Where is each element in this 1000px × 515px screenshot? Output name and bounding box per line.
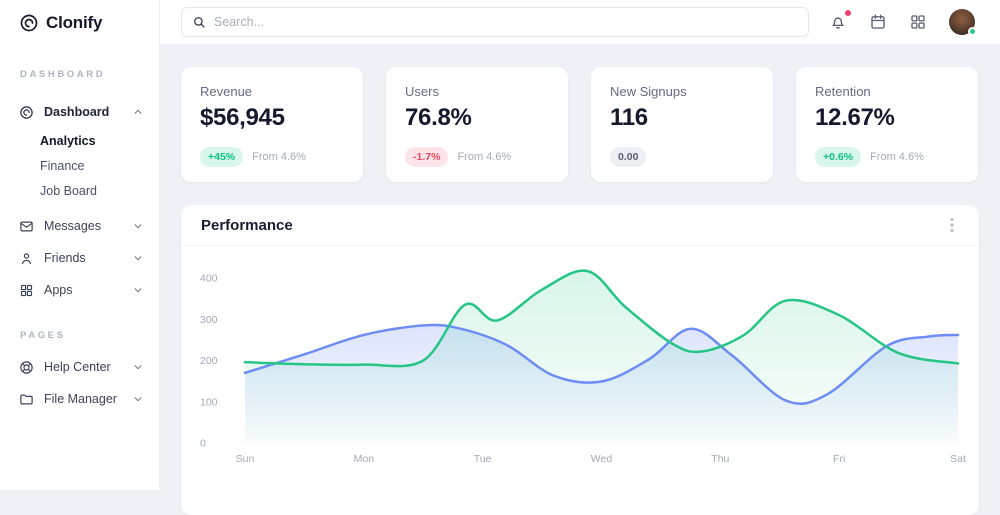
stat-badge: +45%: [200, 147, 243, 167]
mail-icon: [19, 219, 34, 234]
sidebar-item-help-center[interactable]: Help Center: [0, 351, 159, 383]
main-area: Revenue $56,945 +45% From 4.6% Users 76.…: [160, 0, 1000, 490]
svg-text:100: 100: [200, 396, 218, 408]
stat-badge: -1.7%: [405, 147, 448, 167]
sidebar-item-label: Dashboard: [44, 105, 123, 119]
svg-text:Mon: Mon: [354, 453, 375, 465]
stat-value: 12.67%: [815, 104, 959, 132]
svg-text:Wed: Wed: [591, 453, 613, 465]
section-label-pages: PAGES: [20, 330, 159, 341]
calendar-button[interactable]: [869, 13, 887, 31]
svg-text:Sat: Sat: [950, 453, 966, 465]
chevron-down-icon: [133, 394, 143, 404]
sidebar-subitem-job-board[interactable]: Job Board: [0, 178, 159, 203]
topbar: [160, 0, 1000, 45]
performance-title: Performance: [201, 217, 293, 234]
logo-text: Clonify: [46, 13, 102, 33]
performance-chart: 0 100 200 300 400 Sun Mon Tue Wed Thu Fri Sat: [181, 246, 979, 514]
user-icon: [19, 251, 34, 266]
sidebar-item-dashboard[interactable]: Dashboard: [0, 96, 159, 128]
stat-title: Revenue: [200, 84, 344, 99]
stat-title: Users: [405, 84, 549, 99]
stat-value: $56,945: [200, 104, 344, 132]
sidebar-item-friends[interactable]: Friends: [0, 242, 159, 274]
online-status-dot: [968, 27, 977, 36]
dashboard-icon: [19, 105, 34, 120]
clonify-logo-icon: [19, 13, 39, 33]
chevron-down-icon: [133, 285, 143, 295]
stat-title: New Signups: [610, 84, 754, 99]
svg-text:300: 300: [200, 314, 218, 326]
search-box: [181, 7, 809, 37]
svg-text:Sun: Sun: [236, 453, 255, 465]
lifebuoy-icon: [19, 360, 34, 375]
notification-dot: [845, 10, 851, 16]
chevron-down-icon: [133, 253, 143, 263]
apps-grid-button[interactable]: [909, 13, 927, 31]
stat-value: 76.8%: [405, 104, 549, 132]
sidebar-item-apps[interactable]: Apps: [0, 274, 159, 306]
kebab-menu-icon[interactable]: [945, 217, 959, 233]
svg-text:Fri: Fri: [833, 453, 845, 465]
content: Revenue $56,945 +45% From 4.6% Users 76.…: [160, 45, 1000, 515]
sidebar-subitem-finance[interactable]: Finance: [0, 153, 159, 178]
section-label-dashboard: DASHBOARD: [20, 69, 159, 80]
stat-card-retention: Retention 12.67% +0.6% From 4.6%: [796, 67, 978, 182]
sidebar-subitem-analytics[interactable]: Analytics: [0, 128, 159, 153]
grid-icon: [19, 283, 34, 298]
svg-text:200: 200: [200, 355, 218, 367]
stat-note: From 4.6%: [457, 151, 511, 163]
search-input[interactable]: [214, 15, 798, 29]
logo[interactable]: Clonify: [0, 0, 159, 45]
stat-badge: 0.00: [610, 147, 646, 167]
stat-value: 116: [610, 104, 754, 132]
chevron-down-icon: [133, 221, 143, 231]
sidebar: Clonify DASHBOARD Dashboard Analytics Fi…: [0, 0, 160, 490]
performance-card: Performance 0 100 200 300 400 Sun Mon Tue Wed Thu…: [181, 205, 979, 515]
sidebar-item-label: Messages: [44, 219, 123, 233]
stat-card-row: Revenue $56,945 +45% From 4.6% Users 76.…: [181, 67, 979, 182]
svg-text:400: 400: [200, 273, 218, 285]
sidebar-item-label: File Manager: [44, 392, 123, 406]
stat-note: From 4.6%: [870, 151, 924, 163]
avatar[interactable]: [949, 9, 975, 35]
sidebar-item-file-manager[interactable]: File Manager: [0, 383, 159, 415]
search-icon: [192, 15, 206, 29]
folder-icon: [19, 392, 34, 407]
svg-text:Thu: Thu: [711, 453, 729, 465]
stat-card-new-signups: New Signups 116 0.00: [591, 67, 773, 182]
notifications-button[interactable]: [829, 13, 847, 31]
chevron-down-icon: [133, 362, 143, 372]
svg-text:0: 0: [200, 438, 206, 450]
sidebar-item-label: Friends: [44, 251, 123, 265]
svg-text:Tue: Tue: [474, 453, 492, 465]
stat-title: Retention: [815, 84, 959, 99]
stat-badge: +0.6%: [815, 147, 861, 167]
chevron-up-icon: [133, 107, 143, 117]
stat-card-users: Users 76.8% -1.7% From 4.6%: [386, 67, 568, 182]
stat-note: From 4.6%: [252, 151, 306, 163]
sidebar-item-label: Apps: [44, 283, 123, 297]
sidebar-item-messages[interactable]: Messages: [0, 210, 159, 242]
stat-card-revenue: Revenue $56,945 +45% From 4.6%: [181, 67, 363, 182]
sidebar-item-label: Help Center: [44, 360, 123, 374]
